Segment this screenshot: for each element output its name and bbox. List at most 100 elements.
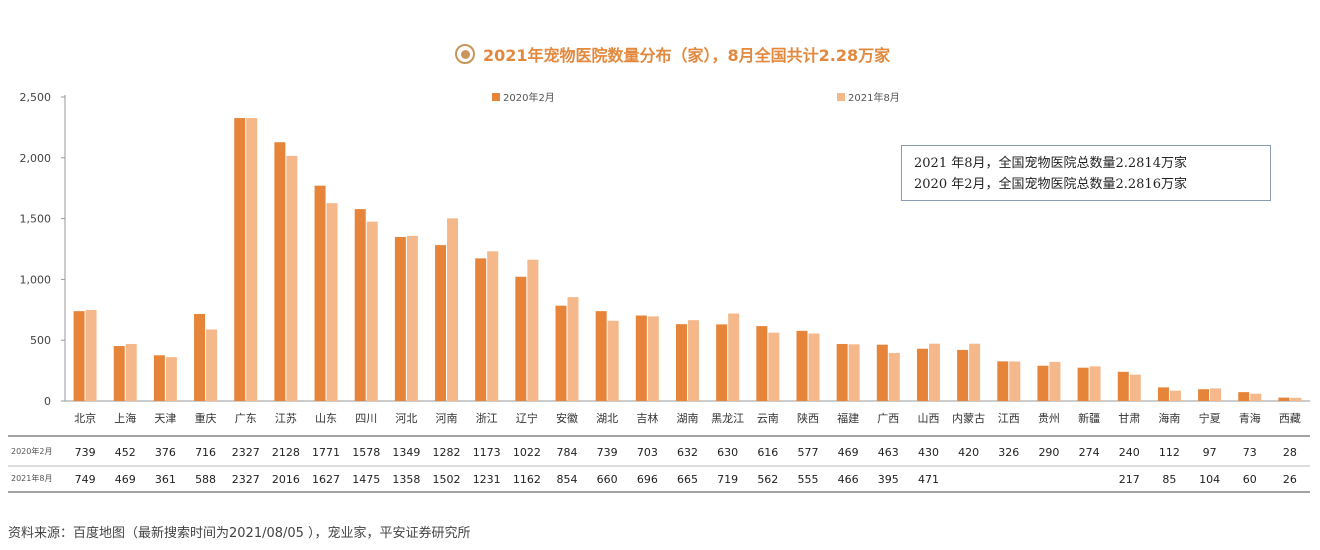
table-cell: 466 — [838, 473, 859, 486]
table-cell: 463 — [878, 446, 899, 459]
x-tick-label: 青海 — [1239, 411, 1261, 425]
bar-2021 — [487, 251, 499, 401]
bar-2021 — [768, 332, 780, 401]
table-cell: 2016 — [272, 473, 300, 486]
bar-2020 — [394, 236, 406, 401]
x-tick-label: 山西 — [917, 412, 939, 425]
bar-2021 — [808, 333, 820, 401]
bar-2021 — [286, 155, 298, 401]
bar-2020 — [997, 361, 1009, 401]
x-tick-label: 天津 — [154, 412, 176, 425]
x-tick-label: 宁夏 — [1199, 411, 1221, 425]
bar-2020 — [1157, 387, 1169, 401]
bar-2020 — [1238, 392, 1250, 401]
table-cell: 361 — [155, 473, 176, 486]
bar-2021 — [447, 218, 459, 401]
bar-2020 — [194, 313, 206, 401]
summary-note-box: 2021 年8月，全国宠物医院总数量2.2814万家 2020 年2月，全国宠物… — [901, 145, 1271, 201]
legend-swatch-2020 — [492, 92, 500, 101]
table-cell: 577 — [797, 446, 818, 459]
bar-2020 — [836, 343, 848, 401]
bar-2021 — [848, 344, 860, 401]
bar-2021 — [85, 309, 97, 401]
table-cell: 326 — [998, 446, 1019, 459]
legend-item-2020: 2020年2月 — [492, 89, 555, 104]
bar-2021 — [366, 221, 378, 401]
bar-2021 — [1089, 366, 1101, 401]
table-cell: 562 — [757, 473, 778, 486]
table-cell: 555 — [797, 473, 818, 486]
table-cell: 784 — [557, 446, 578, 459]
x-tick-label: 贵州 — [1038, 412, 1060, 425]
bar-2020 — [957, 349, 969, 401]
bar-chart: 0 500 1,000 1,500 2,000 2,500 北京 上海 天津 重庆 广东 江苏 山东 四川… — [8, 91, 1310, 493]
table-cell: 1022 — [513, 446, 541, 459]
x-tick-label: 上海 — [114, 411, 136, 425]
bar-2021 — [607, 320, 619, 401]
bar-2020 — [1198, 389, 1210, 401]
bar-2021 — [326, 203, 338, 401]
x-tick-label: 西藏 — [1279, 412, 1301, 425]
legend-swatch-2021 — [837, 92, 845, 101]
table-cell: 1578 — [352, 446, 380, 459]
bar-2020 — [555, 305, 567, 401]
table-cell: 739 — [75, 446, 96, 459]
table-cell: 217 — [1119, 473, 1140, 486]
x-tick-label: 安徽 — [556, 411, 578, 425]
table-cell: 1282 — [433, 446, 461, 459]
table-cell: 1162 — [513, 473, 541, 486]
summary-note-2020: 2020 年2月，全国宠物医院总数量2.2816万家 — [914, 177, 1187, 192]
x-tick-label: 浙江 — [476, 412, 498, 425]
bar-2021 — [969, 343, 981, 401]
table-cell: 290 — [1038, 446, 1059, 459]
bar-2020 — [314, 185, 326, 401]
bar-2021 — [1129, 374, 1141, 401]
bar-2020 — [676, 324, 687, 401]
table-cell: 469 — [838, 446, 859, 459]
bar-2021 — [165, 357, 177, 401]
table-cell: 588 — [195, 473, 216, 486]
x-tick-label: 广东 — [235, 412, 257, 425]
table-cell: 1231 — [473, 473, 501, 486]
bar-2020 — [756, 326, 768, 401]
bar-2020 — [475, 258, 487, 401]
table-cell: 376 — [155, 446, 176, 459]
table-cell: 749 — [75, 473, 96, 486]
table-cell: 1627 — [312, 473, 340, 486]
y-tick-label: 2,500 — [20, 91, 52, 104]
x-tick-label: 四川 — [355, 412, 377, 425]
x-tick-label: 内蒙古 — [952, 411, 985, 425]
x-tick-label: 北京 — [74, 411, 96, 425]
table-cell: 420 — [958, 446, 979, 459]
source-footnote: 资料来源：百度地图（最新搜索时间为2021/08/05 ），宠业家，平安证券研究… — [8, 526, 471, 541]
table-cell: 26 — [1283, 473, 1297, 486]
bar-2021 — [728, 313, 740, 401]
x-tick-label: 湖北 — [596, 412, 618, 425]
y-tick-label: 1,000 — [20, 273, 52, 286]
bar-2020 — [113, 346, 125, 401]
bar-2021 — [1009, 361, 1021, 401]
table-cell: 469 — [115, 473, 136, 486]
chart-title-group: 2021年宠物医院数量分布（家），8月全国共计2.28万家 — [455, 40, 890, 68]
table-cell: 1173 — [473, 446, 501, 459]
summary-note-2021: 2021 年8月，全国宠物医院总数量2.2814万家 — [914, 156, 1187, 171]
table-cell: 471 — [918, 473, 939, 486]
bar-2021 — [1049, 361, 1061, 401]
table-cell: 97 — [1203, 446, 1217, 459]
x-tick-label: 云南 — [757, 412, 779, 425]
bullet-circle-icon — [455, 44, 475, 64]
x-tick-label: 陕西 — [797, 411, 819, 425]
bar-2021 — [1210, 388, 1222, 401]
x-tick-label: 福建 — [837, 411, 859, 425]
table-cell: 616 — [757, 446, 778, 459]
table-cell: 2128 — [272, 446, 300, 459]
chart-title: 2021年宠物医院数量分布（家），8月全国共计2.28万家 — [483, 46, 891, 65]
x-tick-label: 河北 — [395, 412, 417, 425]
bar-2020 — [716, 324, 728, 401]
legend-label-2021: 2021年8月 — [848, 93, 900, 104]
bar-2021 — [567, 297, 579, 401]
table-cell: 430 — [918, 446, 939, 459]
legend-item-2021: 2021年8月 — [837, 89, 900, 104]
x-tick-label: 江西 — [998, 412, 1020, 425]
x-tick-label: 吉林 — [636, 411, 658, 425]
